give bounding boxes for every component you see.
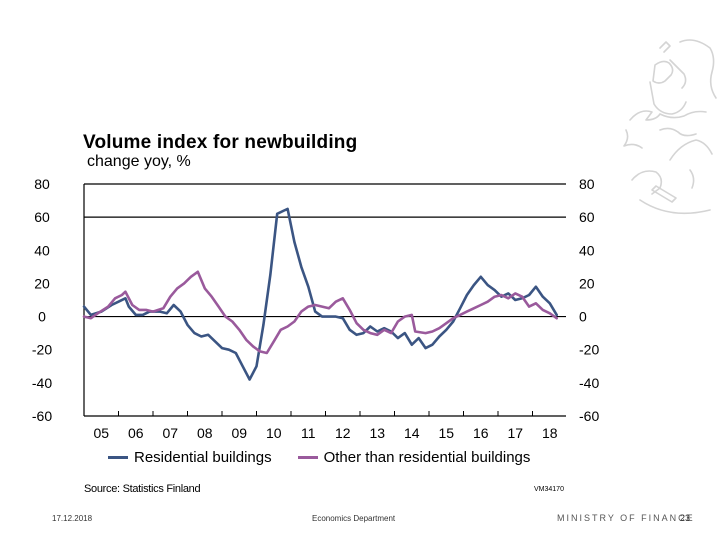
y-tick-label-left: -20	[32, 342, 52, 358]
x-tick-label: 15	[438, 425, 454, 441]
x-tick-label: 06	[128, 425, 144, 441]
x-tick-label: 09	[231, 425, 247, 441]
legend-label-residential: Residential buildings	[134, 449, 272, 466]
x-tick-label: 17	[507, 425, 523, 441]
y-tick-label-right: 0	[579, 309, 587, 325]
x-tick-label: 14	[404, 425, 420, 441]
x-tick-label: 11	[301, 425, 316, 441]
y-tick-label-right: 60	[579, 209, 595, 225]
footer-date: 17.12.2018	[52, 514, 93, 523]
chart-legend: Residential buildings Other than residen…	[108, 449, 556, 466]
y-tick-label-right: 20	[579, 275, 595, 291]
legend-item-residential: Residential buildings	[108, 449, 272, 466]
y-tick-label-left: -60	[32, 408, 52, 424]
y-tick-label-left: 0	[38, 309, 46, 325]
y-tick-label-right: -60	[579, 408, 599, 424]
x-tick-label: 12	[335, 425, 351, 441]
legend-item-other: Other than residential buildings	[297, 449, 531, 466]
x-tick-label: 05	[93, 425, 109, 441]
footer-department: Economics Department	[312, 514, 396, 523]
legend-swatch-other	[297, 456, 318, 459]
y-tick-label-right: 80	[579, 176, 595, 192]
x-tick-label: 18	[542, 425, 558, 441]
series-line-residential	[82, 207, 559, 381]
legend-label-other: Other than residential buildings	[323, 449, 531, 466]
y-tick-label-left: -40	[32, 375, 52, 391]
page-number: 23	[680, 513, 691, 523]
source-note: Source: Statistics Finland	[84, 483, 201, 495]
y-tick-label-left: 40	[34, 242, 50, 258]
finnish-lion-emblem-icon	[623, 39, 717, 215]
x-tick-label: 10	[266, 425, 282, 441]
chart-code: VM34170	[534, 486, 564, 493]
y-tick-label-right: 40	[579, 242, 595, 258]
x-tick-label: 16	[473, 425, 489, 441]
y-tick-label-right: -40	[579, 375, 599, 391]
chart-title: Volume index for newbuilding	[83, 132, 358, 153]
legend-swatch-residential	[108, 456, 128, 459]
x-tick-label: 13	[369, 425, 385, 441]
x-tick-label: 08	[197, 425, 213, 441]
y-tick-label-right: -20	[579, 342, 599, 358]
series-line-other	[82, 270, 559, 355]
chart-subtitle: change yoy, %	[87, 153, 191, 170]
x-tick-label: 07	[162, 425, 178, 441]
y-tick-label-left: 20	[34, 275, 50, 291]
y-tick-label-left: 80	[34, 176, 50, 192]
y-tick-label-left: 60	[34, 209, 50, 225]
footer-ministry: MINISTRY OF FINANCE	[557, 513, 695, 523]
